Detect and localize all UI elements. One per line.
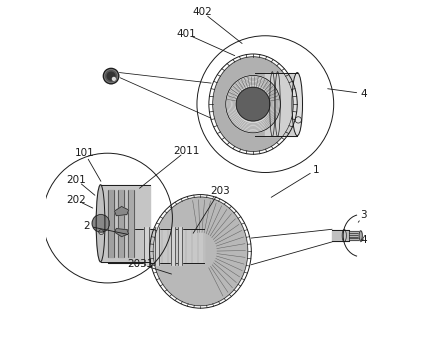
Ellipse shape bbox=[292, 73, 303, 136]
Bar bbox=[101, 185, 150, 262]
Ellipse shape bbox=[359, 231, 362, 240]
Polygon shape bbox=[265, 73, 297, 136]
Text: 202: 202 bbox=[66, 195, 86, 205]
Circle shape bbox=[113, 77, 115, 80]
Text: 4: 4 bbox=[360, 235, 367, 245]
Ellipse shape bbox=[153, 197, 248, 306]
Ellipse shape bbox=[213, 57, 293, 151]
Text: 2011: 2011 bbox=[173, 146, 200, 156]
Text: 201: 201 bbox=[66, 175, 86, 184]
Text: 3: 3 bbox=[360, 210, 367, 220]
Ellipse shape bbox=[225, 75, 280, 133]
Bar bbox=[155, 227, 159, 265]
Circle shape bbox=[103, 68, 119, 84]
Bar bbox=[108, 230, 204, 263]
Bar bbox=[332, 230, 350, 241]
Polygon shape bbox=[115, 207, 128, 216]
Polygon shape bbox=[115, 228, 128, 237]
Ellipse shape bbox=[236, 87, 270, 121]
Circle shape bbox=[107, 72, 115, 80]
Bar bbox=[144, 227, 148, 265]
Bar bbox=[178, 227, 182, 265]
Text: 402: 402 bbox=[192, 7, 212, 17]
Bar bbox=[118, 190, 124, 257]
Bar bbox=[350, 231, 361, 240]
Text: 1: 1 bbox=[313, 165, 319, 175]
Text: 2031: 2031 bbox=[128, 259, 154, 269]
Bar bbox=[171, 227, 175, 265]
Bar bbox=[108, 190, 114, 257]
Circle shape bbox=[92, 215, 110, 232]
Ellipse shape bbox=[342, 230, 346, 242]
Text: 401: 401 bbox=[177, 29, 196, 39]
Text: 2: 2 bbox=[83, 221, 90, 231]
Text: 203: 203 bbox=[210, 186, 229, 196]
Text: 4: 4 bbox=[360, 89, 367, 99]
Bar bbox=[128, 190, 134, 257]
Ellipse shape bbox=[96, 185, 105, 262]
Text: 101: 101 bbox=[75, 148, 95, 158]
